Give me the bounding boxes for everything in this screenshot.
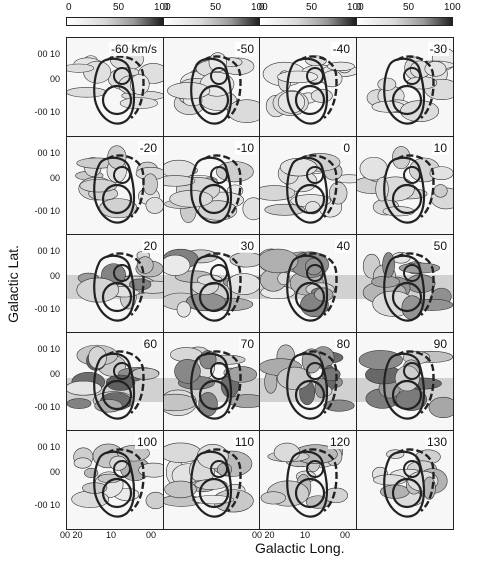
- y-tick-label: -00 10: [34, 402, 60, 412]
- velocity-label: 100: [134, 435, 159, 449]
- colorbar-tick-label: 0: [66, 2, 72, 13]
- colorbar-tick-label: 100: [347, 2, 364, 13]
- channel-panel: -60 km/s: [66, 37, 164, 137]
- velocity-label: 70: [238, 337, 256, 351]
- channel-panel: -40: [259, 37, 357, 137]
- channel-panel: -50: [163, 37, 261, 137]
- colorbar-0: [66, 17, 163, 26]
- channel-panel: 110: [163, 430, 261, 530]
- velocity-label: 130: [424, 435, 449, 449]
- channel-panel: -10: [163, 136, 261, 236]
- colorbar-tick-label: 50: [113, 2, 125, 13]
- colorbar-tick-label: 50: [210, 2, 222, 13]
- colorbar-tick-label: 50: [306, 2, 318, 13]
- velocity-label: 90: [431, 337, 449, 351]
- colorbar-3: [356, 17, 453, 26]
- channel-panel: 30: [163, 234, 261, 334]
- channel-panel: -30: [356, 37, 454, 137]
- y-tick-label: 00: [49, 74, 60, 84]
- y-tick-label: -00 10: [34, 107, 60, 117]
- velocity-label: -50: [234, 42, 256, 56]
- channel-panel: 130: [356, 430, 454, 530]
- x-tick-label: 00: [146, 530, 157, 540]
- x-tick-label: 00 20: [60, 530, 83, 540]
- x-tick-label: 10: [106, 530, 117, 540]
- channel-panel: 20: [66, 234, 164, 334]
- x-tick-label: 00: [340, 530, 351, 540]
- y-tick-label: 00 10: [37, 246, 60, 256]
- x-axis-label: Galactic Long.: [255, 540, 345, 556]
- colorbar-tick-label: 0: [356, 2, 362, 13]
- colorbar-tick-label: 100: [444, 2, 461, 13]
- y-tick-label: 00 10: [37, 442, 60, 452]
- velocity-label: 0: [341, 141, 352, 155]
- y-tick-label: 00: [49, 369, 60, 379]
- colorbar-tick-label: 0: [163, 2, 169, 13]
- x-tick-label: 10: [300, 530, 311, 540]
- channel-panel: 100: [66, 430, 164, 530]
- y-tick-label: -00 10: [34, 206, 60, 216]
- velocity-label: 110: [232, 435, 256, 449]
- colorbar-tick-label: 50: [403, 2, 415, 13]
- velocity-label: -20: [137, 141, 159, 155]
- velocity-label: 40: [334, 239, 352, 253]
- velocity-label: 120: [327, 435, 352, 449]
- x-tick-label: 00 20: [252, 530, 275, 540]
- velocity-label: -60 km/s: [108, 42, 159, 56]
- y-tick-label: 00 10: [37, 344, 60, 354]
- velocity-label: -10: [234, 141, 256, 155]
- channel-panel: 60: [66, 332, 164, 432]
- colorbar-tick-label: 100: [154, 2, 171, 13]
- channel-panel: 70: [163, 332, 261, 432]
- y-tick-label: 00: [49, 467, 60, 477]
- y-tick-label: -00 10: [34, 304, 60, 314]
- y-tick-label: 00 10: [37, 49, 60, 59]
- y-tick-label: 00: [49, 173, 60, 183]
- channel-panel: 0: [259, 136, 357, 236]
- velocity-label: -30: [427, 42, 449, 56]
- velocity-label: 30: [238, 239, 256, 253]
- channel-panel: 40: [259, 234, 357, 334]
- velocity-label: 50: [431, 239, 449, 253]
- channel-panel: -20: [66, 136, 164, 236]
- channel-panel: 10: [356, 136, 454, 236]
- y-tick-label: -00 10: [34, 500, 60, 510]
- velocity-label: -40: [330, 42, 352, 56]
- colorbar-tick-label: 100: [251, 2, 268, 13]
- colorbar-1: [163, 17, 260, 26]
- colorbar-tick-label: 0: [259, 2, 265, 13]
- colorbar-2: [259, 17, 356, 26]
- y-tick-label: 00: [49, 271, 60, 281]
- channel-panel: 90: [356, 332, 454, 432]
- velocity-label: 10: [431, 141, 449, 155]
- channel-panel: 120: [259, 430, 357, 530]
- y-tick-label: 00 10: [37, 148, 60, 158]
- y-axis-label: Galactic Lat.: [4, 245, 21, 323]
- velocity-label: 60: [141, 337, 159, 351]
- velocity-label: 20: [141, 239, 159, 253]
- channel-panel: 80: [259, 332, 357, 432]
- velocity-label: 80: [334, 337, 352, 351]
- channel-panel: 50: [356, 234, 454, 334]
